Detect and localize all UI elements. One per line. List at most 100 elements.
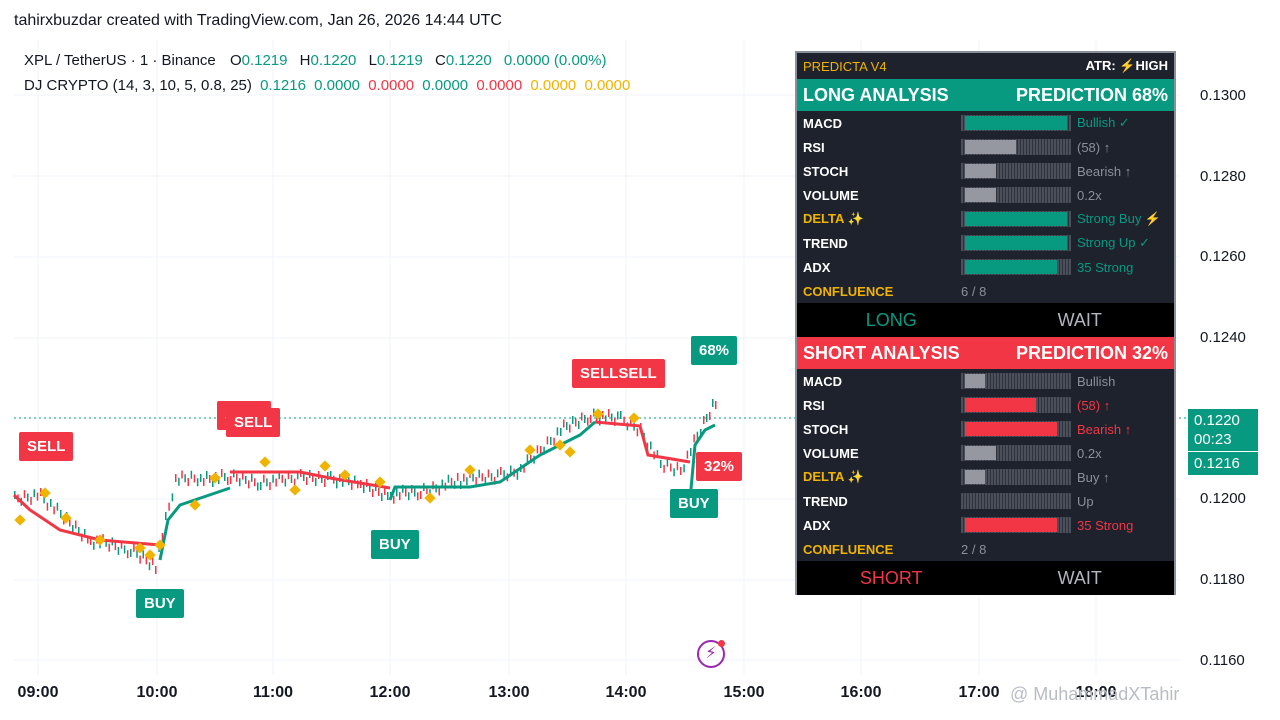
analysis-value: (58) ↑ [1077, 139, 1111, 155]
analysis-value: Bullish [1077, 373, 1116, 389]
buy-signal-label[interactable]: BUY [670, 489, 718, 518]
analysis-label: MACD [803, 373, 842, 389]
indicator-value: 0.0000 [476, 77, 523, 94]
short-action-footer: SHORT WAIT [797, 561, 1174, 595]
indicator-value: 0.0000 [530, 77, 577, 94]
analysis-value: 0.2x [1077, 187, 1102, 203]
strength-bar [961, 373, 1071, 389]
buy-signal-label[interactable]: BUY [136, 589, 184, 618]
analysis-row: ADX 35 Strong [797, 255, 1174, 279]
analysis-label: VOLUME [803, 187, 859, 203]
strength-bar-fill [965, 422, 1057, 436]
indicator-legend: DJ CRYPTO (14, 3, 10, 5, 0.8, 25) 0.1216… [24, 77, 634, 94]
analysis-row: ADX 35 Strong [797, 513, 1174, 537]
analysis-label: STOCH [803, 163, 849, 179]
indicator-value: 0.0000 [422, 77, 469, 94]
price-tick: 0.1260 [1200, 248, 1246, 265]
strength-bar-fill [965, 236, 1067, 250]
short-prediction: PREDICTION 32% [1015, 342, 1168, 363]
time-tick: 12:00 [369, 684, 411, 701]
confluence-label: CONFLUENCE [803, 541, 894, 557]
sell-signal-label[interactable]: SELL [19, 432, 74, 461]
indicator-value: 0.0000 [368, 77, 415, 94]
analysis-row: STOCH Bearish ↑ [797, 159, 1174, 183]
close-label: C [434, 52, 446, 69]
analysis-row: MACD Bullish [797, 369, 1174, 393]
strength-bar-fill [965, 374, 986, 388]
long-confluence-row: CONFLUENCE 6 / 8 [797, 279, 1174, 303]
long-probability-label[interactable]: 68% [691, 336, 738, 365]
time-tick: 11:00 [252, 684, 294, 701]
analysis-value: (58) ↑ [1077, 397, 1111, 413]
price-tick: 0.1300 [1200, 87, 1246, 104]
strength-bar-fill [965, 260, 1057, 274]
price-tick: 0.1240 [1200, 329, 1246, 346]
price-tick: 0.1180 [1200, 571, 1245, 588]
short-confluence-row: CONFLUENCE 2 / 8 [797, 537, 1174, 561]
time-tick: 15:00 [723, 684, 765, 701]
change-value: 0.0000 (0.00%) [503, 52, 607, 69]
notification-dot-icon [718, 640, 725, 647]
symbol-name[interactable]: XPL / TetherUS · 1 · Binance [24, 52, 216, 69]
analysis-label: VOLUME [803, 445, 859, 461]
panel-title: PREDICTA V4 [803, 58, 887, 74]
strength-bar [961, 163, 1071, 179]
indicator-name[interactable]: DJ CRYPTO (14, 3, 10, 5, 0.8, 25) [24, 77, 252, 94]
lightning-icon[interactable]: ⚡ [697, 640, 725, 668]
analysis-label: RSI [803, 139, 825, 155]
high-value: 0.1220 [310, 52, 357, 69]
short-action: SHORT [859, 568, 923, 588]
low-label: L [368, 52, 377, 69]
strength-bar [961, 211, 1071, 227]
time-tick: 16:00 [840, 684, 882, 701]
analysis-row: VOLUME 0.2x [797, 183, 1174, 207]
sell-signal-label[interactable]: SELLSELL [572, 359, 665, 388]
analysis-row: RSI (58) ↑ [797, 393, 1174, 417]
analysis-value: 0.2x [1077, 445, 1102, 461]
price-tick: 0.1200 [1200, 490, 1246, 507]
short-probability-label[interactable]: 32% [696, 452, 743, 481]
time-tick: 13:00 [488, 684, 530, 701]
strength-bar [961, 397, 1071, 413]
watermark: @ MuhammadXTahir [1010, 684, 1180, 704]
strength-bar [961, 493, 1071, 509]
open-value: 0.1219 [241, 52, 288, 69]
analysis-row: TREND Strong Up ✓ [797, 231, 1174, 255]
confluence-label: CONFLUENCE [803, 283, 894, 299]
strength-bar-fill [965, 470, 986, 484]
time-tick: 09:00 [17, 684, 59, 701]
panel-header: PREDICTA V4 ATR: ⚡HIGH [797, 53, 1174, 79]
indicator-value: 0.0000 [314, 77, 361, 94]
analysis-value: Up [1077, 493, 1094, 509]
strength-bar-fill [965, 164, 996, 178]
analysis-label: ADX [803, 259, 831, 275]
chart-credit: tahirxbuzdar created with TradingView.co… [14, 12, 502, 29]
long-analysis-title: LONG ANALYSIS [803, 84, 949, 105]
analysis-row: RSI (58) ↑ [797, 135, 1174, 159]
price-tick: 0.1160 [1200, 652, 1245, 669]
analysis-row: DELTA ✨ Strong Buy ⚡ [797, 207, 1174, 231]
analysis-row: STOCH Bearish ↑ [797, 417, 1174, 441]
strength-bar [961, 235, 1071, 251]
analysis-value: Bullish ✓ [1077, 115, 1130, 130]
close-value: 0.1220 [445, 52, 492, 69]
strength-bar-fill [965, 446, 996, 460]
short-analysis-rows: MACD Bullish RSI (58) ↑ STOCH Bearish ↑ VOLUME… [797, 369, 1174, 537]
analysis-label: DELTA ✨ [803, 469, 864, 484]
time-tick: 14:00 [605, 684, 647, 701]
analysis-value: Buy ↑ [1077, 469, 1110, 485]
strength-bar-fill [965, 188, 996, 202]
sell-signal-label[interactable]: SELL [226, 408, 281, 437]
strength-bar [961, 187, 1071, 203]
analysis-row: MACD Bullish ✓ [797, 111, 1174, 135]
strength-bar-fill [965, 140, 1016, 154]
analysis-label: ADX [803, 517, 831, 533]
last-price-badge: 0.1220 00:23 [1188, 409, 1258, 451]
time-tick: 18:00 [1075, 684, 1117, 701]
buy-signal-label[interactable]: BUY [371, 530, 419, 559]
time-tick: 10:00 [136, 684, 178, 701]
open-label: O [229, 52, 242, 69]
analysis-row: DELTA ✨ Buy ↑ [797, 465, 1174, 489]
indicator-value: 0.0000 [584, 77, 631, 94]
